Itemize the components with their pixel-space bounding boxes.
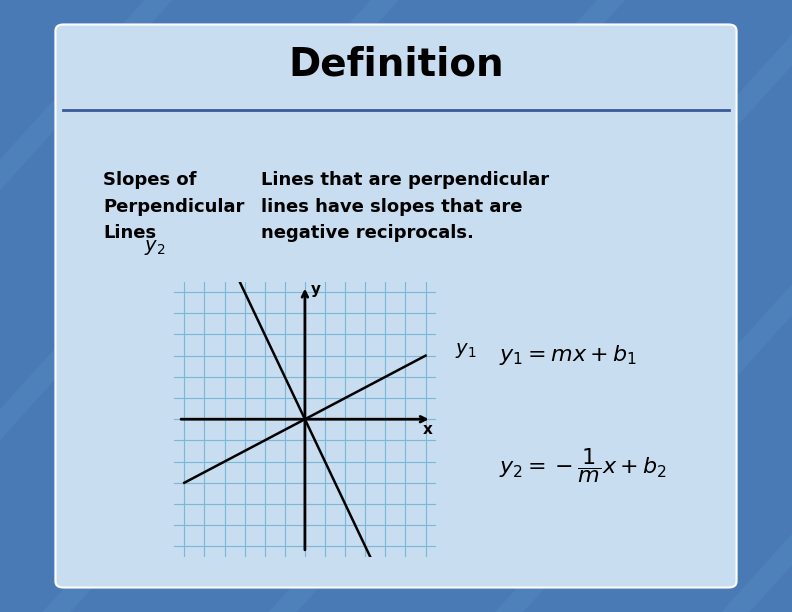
Text: Definition: Definition xyxy=(288,45,504,83)
Text: Lines that are perpendicular
lines have slopes that are
negative reciprocals.: Lines that are perpendicular lines have … xyxy=(261,171,550,242)
Text: Slopes of
Perpendicular
Lines: Slopes of Perpendicular Lines xyxy=(103,171,245,242)
Text: $y_1 = mx + b_1$: $y_1 = mx + b_1$ xyxy=(499,343,638,367)
Text: x: x xyxy=(423,422,432,438)
Text: $y_2 = -\dfrac{1}{m}x + b_2$: $y_2 = -\dfrac{1}{m}x + b_2$ xyxy=(499,446,667,485)
Text: y: y xyxy=(311,283,321,297)
Text: $y_2$: $y_2$ xyxy=(144,238,165,257)
FancyBboxPatch shape xyxy=(55,24,737,588)
Text: $y_1$: $y_1$ xyxy=(455,341,477,360)
